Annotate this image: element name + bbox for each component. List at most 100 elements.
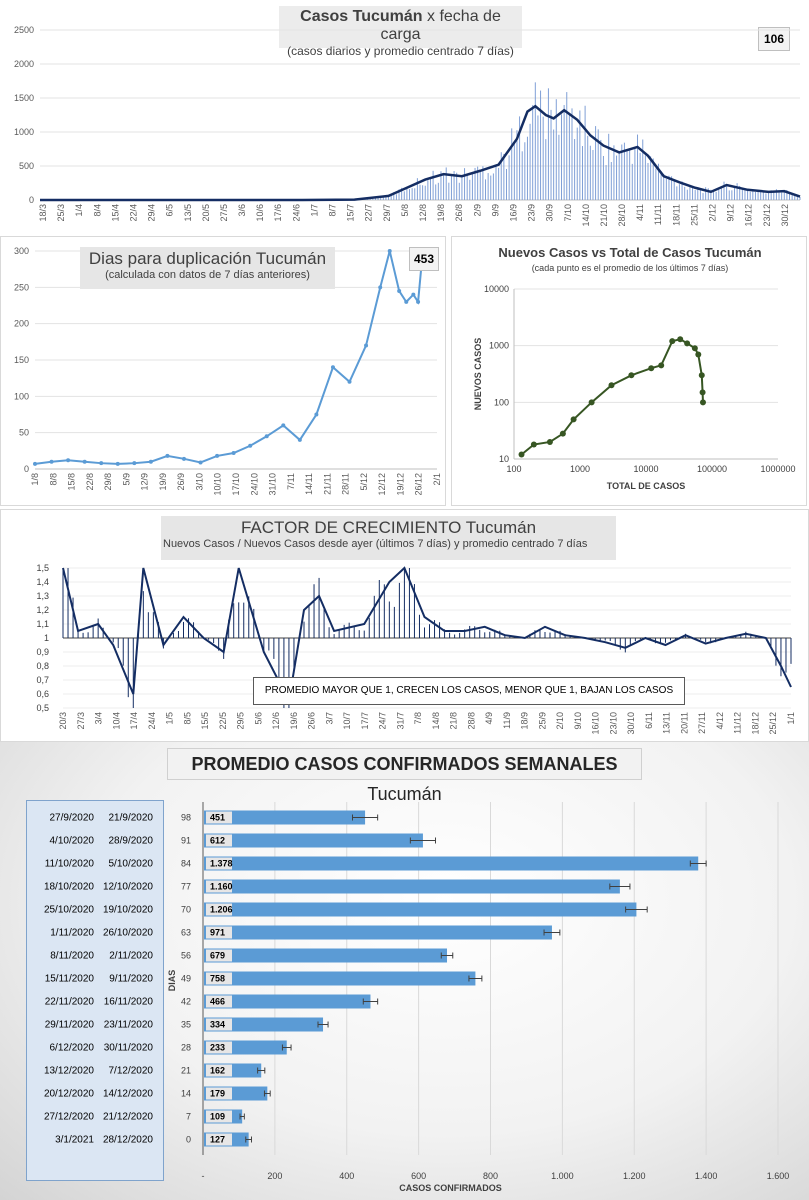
- doubling-point: [416, 299, 421, 304]
- y-tick-label: 0,9: [36, 647, 49, 657]
- y-tick-label: 1000: [489, 341, 509, 351]
- value-label: 451: [210, 813, 225, 823]
- trajectory-point: [530, 441, 537, 448]
- x-tick-label: 17/10: [231, 473, 241, 496]
- doubling-title: Dias para duplicación Tucumán: [88, 249, 327, 268]
- x-tick-label: 28/11: [341, 473, 351, 495]
- value-label-bg: [206, 1018, 232, 1031]
- y-tick-label: 1,1: [36, 619, 49, 629]
- x-tick-label: 15/7: [346, 204, 356, 222]
- daily-cases-badge: 106: [758, 27, 790, 51]
- x-tick-label: 1000000: [760, 464, 795, 474]
- y-tick-label: 1: [44, 633, 49, 643]
- x-tick-label: 13/11: [662, 712, 672, 734]
- x-tick-label: 800: [483, 1171, 498, 1181]
- x-tick-label: 21/10: [599, 204, 609, 227]
- doubling-point: [387, 249, 392, 253]
- dias-label: 91: [181, 836, 191, 846]
- dias-label: 21: [181, 1066, 191, 1076]
- x-tick-label: 200: [267, 1171, 282, 1181]
- x-tick-label: 14/10: [581, 204, 591, 227]
- weekly-title-bold: PROMEDIO CASOS CONFIRMADOS SEMANALES: [191, 754, 618, 774]
- week-start-date: 16/11/2020: [104, 997, 154, 1008]
- week-end-date: 18/10/2020: [44, 882, 94, 893]
- doubling-point: [82, 459, 87, 464]
- growth-chart: 0,5 0,6 0,7 0,8 0,9 1 1,1 1,2 1,3 1,4 1,5 20/3 27/3 3…: [36, 563, 796, 735]
- x-tick-label: 18/3: [38, 204, 48, 222]
- x-tick-label: 7/10: [563, 204, 573, 222]
- x-tick-label: 8/5: [182, 712, 192, 725]
- x-tick-label: 29/7: [382, 204, 392, 222]
- doubling-point: [378, 285, 383, 290]
- value-label: 127: [210, 1135, 225, 1145]
- doubling-title-box: Dias para duplicación Tucumán (calculada…: [80, 247, 335, 289]
- dias-label: 70: [181, 905, 191, 915]
- x-tick-label: 9/9: [490, 204, 500, 217]
- x-tick-label: 6/5: [165, 204, 175, 217]
- x-tick-label: 10/10: [213, 473, 223, 496]
- week-start-date: 19/10/2020: [103, 905, 153, 916]
- doubling-point: [181, 456, 186, 461]
- x-tick-label: 100: [506, 464, 521, 474]
- value-label: 109: [210, 1112, 225, 1122]
- x-tick-label: 7/8: [413, 712, 423, 725]
- x-tick-label: 22/5: [218, 712, 228, 730]
- y-tick-label: 0,5: [36, 703, 49, 713]
- y-tick-label: 500: [19, 161, 34, 171]
- x-tick-label: 1.400: [695, 1171, 718, 1181]
- week-start-date: 12/10/2020: [103, 882, 153, 893]
- value-label: 758: [210, 974, 225, 984]
- value-label-bg: [206, 972, 232, 985]
- doubling-point: [215, 453, 220, 458]
- doubling-point: [115, 461, 120, 466]
- value-label-bg: [206, 1087, 232, 1100]
- x-tick-label: 17/7: [360, 712, 370, 730]
- x-tick-label: 29/5: [236, 712, 246, 730]
- x-tick-label: 1.000: [551, 1171, 574, 1181]
- trajectory-point: [559, 430, 566, 437]
- growth-title-light: FACTOR DE CRECIMIENTO: [240, 518, 462, 537]
- dias-label: 63: [181, 928, 191, 938]
- value-label: 1.160: [210, 882, 233, 892]
- x-tick-label: 15/4: [110, 204, 120, 222]
- y-tick-label: 1,4: [36, 577, 49, 587]
- week-start-date: 23/11/2020: [104, 1020, 154, 1031]
- x-tick-label: 20/5: [201, 204, 211, 222]
- week-start-date: 5/10/2020: [109, 859, 154, 870]
- x-tick-label: 27/11: [697, 712, 707, 734]
- trajectory-point: [608, 382, 615, 389]
- daily-cases-title-box: Casos Tucumán x fecha de carga (casos di…: [279, 6, 522, 58]
- x-tick-label: 11/9: [502, 712, 512, 729]
- y-tick-label: 150: [14, 355, 29, 365]
- x-tick-label: 2/9: [472, 204, 482, 217]
- x-tick-label: 8/4: [92, 204, 102, 217]
- doubling-point: [231, 451, 236, 456]
- week-start-date: 26/10/2020: [103, 928, 153, 939]
- x-tick-label: 1/7: [309, 204, 319, 217]
- doubling-point: [364, 343, 369, 348]
- weekly-bar: [204, 902, 637, 917]
- growth-title-box: FACTOR DE CRECIMIENTO Tucumán Nuevos Cas…: [161, 516, 616, 560]
- x-tick-label: 21/8: [449, 712, 459, 730]
- x-tick-label: 9/10: [573, 712, 583, 730]
- x-tick-label: 3/6: [237, 204, 247, 217]
- trajectory-point: [677, 336, 684, 343]
- trajectory-panel: Nuevos Casos vs Total de Casos Tucumán (…: [451, 236, 807, 506]
- x-tick-label: 1/5: [165, 712, 175, 725]
- x-tick-label: 6/11: [644, 712, 654, 729]
- y-tick-label: 2000: [14, 59, 34, 69]
- x-tick-label: 23/9: [527, 204, 537, 222]
- weekly-panel: PROMEDIO CASOS CONFIRMADOS SEMANALES Tuc…: [0, 742, 809, 1200]
- dias-label: 28: [181, 1043, 191, 1053]
- doubling-point: [49, 459, 54, 464]
- x-tick-label: 17/4: [129, 712, 139, 730]
- trajectory-point: [518, 451, 525, 458]
- dias-label: 42: [181, 997, 191, 1007]
- week-end-date: 25/10/2020: [44, 905, 94, 916]
- growth-panel: FACTOR DE CRECIMIENTO Tucumán Nuevos Cas…: [0, 509, 809, 742]
- x-tick-label: 14/11: [304, 473, 314, 495]
- doubling-point: [347, 379, 352, 384]
- week-end-date: 11/10/2020: [45, 859, 95, 870]
- x-tick-label: 15/8: [67, 473, 77, 491]
- doubling-point: [248, 443, 253, 448]
